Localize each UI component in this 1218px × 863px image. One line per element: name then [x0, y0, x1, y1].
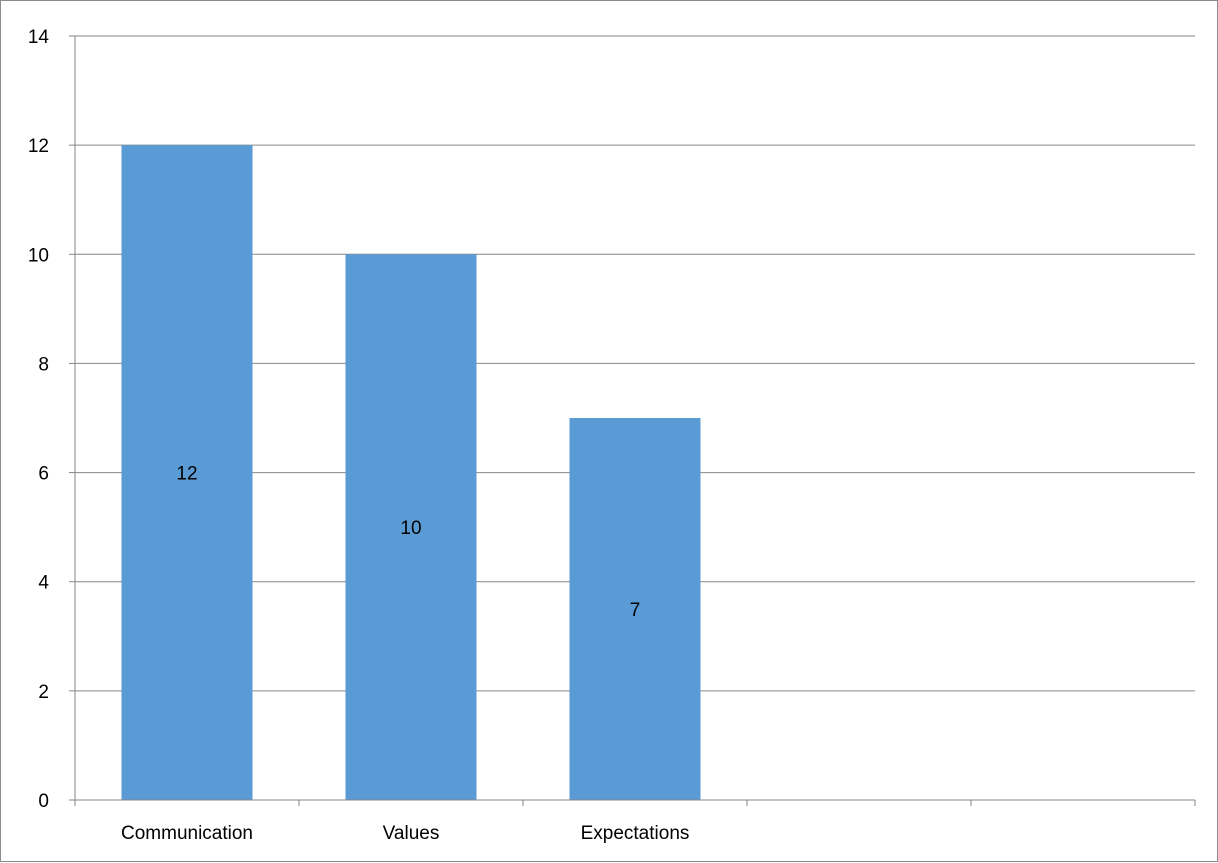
bar-communication	[121, 145, 253, 801]
y-tick-label-2: 2	[38, 682, 49, 703]
data-label-communication: 12	[176, 464, 197, 485]
axes	[69, 35, 1196, 806]
y-tick-label-14: 14	[28, 27, 50, 48]
y-tick-label-10: 10	[28, 245, 49, 266]
bar-values	[345, 254, 477, 801]
data-label-values: 10	[400, 518, 421, 539]
y-tick-label-0: 0	[38, 791, 49, 812]
y-tick-label-6: 6	[38, 464, 49, 485]
x-tick-label-values: Values	[383, 823, 440, 844]
bar-expectations	[569, 418, 701, 800]
x-tick-label-expectations: Expectations	[581, 823, 690, 844]
bars	[121, 145, 701, 801]
x-tick-label-communication: Communication	[121, 823, 253, 844]
labels: 0 2 4 6 8 10 12 14 12 Communication 10 Values 7 Expec…	[28, 27, 690, 844]
y-tick-label-12: 12	[28, 136, 49, 157]
y-tick-label-8: 8	[38, 354, 49, 375]
y-tick-label-4: 4	[38, 573, 49, 594]
data-label-expectations: 7	[630, 600, 641, 621]
